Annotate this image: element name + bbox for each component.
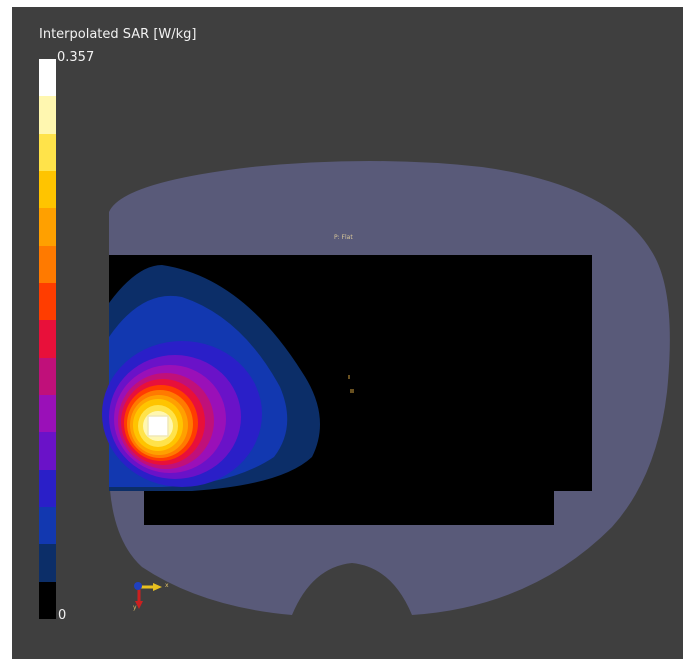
legend-swatch [39,469,56,507]
plane-label: P: Flat [334,234,353,241]
legend-max-value: 0.357 [57,50,95,65]
axis-x-label: x [165,582,169,589]
sar-viewport[interactable]: Interpolated SAR [W/kg] 0.357 0 P: Flat … [12,7,683,659]
legend-swatch [39,432,56,470]
legend-swatch [39,59,56,97]
axis-y-label: y [133,604,137,611]
legend-swatch [39,581,56,619]
axis-triad-icon [134,582,162,609]
legend-swatch [39,133,56,171]
legend-swatch [39,208,56,246]
legend-swatch [39,357,56,395]
legend-min-value: 0 [58,608,67,623]
sar-scene [102,161,670,615]
legend-swatch [39,394,56,433]
legend-swatch [39,544,56,582]
legend-swatch [39,96,56,134]
center-marker-icon [348,375,354,393]
legend-swatch [39,320,56,358]
legend-swatch [39,170,56,209]
legend-swatch [39,506,56,545]
legend-colorbar [39,59,56,619]
legend-swatch [39,282,56,321]
sar-hotspot [102,265,320,491]
legend-swatch [39,245,56,283]
legend-title: Interpolated SAR [W/kg] [39,27,197,42]
